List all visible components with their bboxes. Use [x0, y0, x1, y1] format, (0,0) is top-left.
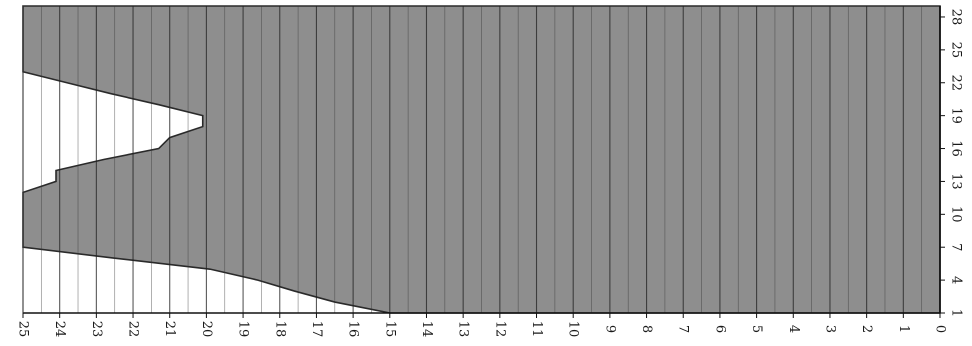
value-tick-label: 16: [346, 321, 361, 338]
value-tick-label: 9: [602, 325, 617, 333]
gridlines: [22, 6, 941, 313]
value-tick-label: 14: [419, 321, 434, 338]
category-tick-label: 13: [949, 173, 964, 190]
value-tick-label: 1: [896, 325, 911, 333]
category-tick-label: 16: [949, 140, 964, 157]
value-tick-label: 15: [382, 321, 397, 338]
value-tick-label: 24: [52, 321, 67, 338]
category-tick-label: 7: [949, 243, 964, 251]
value-tick-label: 3: [822, 325, 837, 333]
value-tick-label: 25: [16, 321, 31, 338]
category-tick-label: 22: [949, 74, 964, 91]
category-tick-label: 25: [949, 42, 964, 59]
category-tick-label: 10: [949, 206, 964, 223]
value-tick-label: 22: [126, 321, 141, 338]
value-tick-label: 18: [272, 321, 287, 338]
value-tick-label: 11: [529, 321, 544, 338]
value-tick-label: 4: [786, 325, 801, 333]
value-tick-label: 2: [859, 325, 874, 333]
value-tick-label: 19: [236, 321, 251, 338]
value-tick-label: 17: [309, 321, 324, 338]
value-tick-label: 8: [639, 325, 654, 333]
value-tick-label: 13: [456, 321, 471, 338]
value-tick-label: 0: [933, 325, 948, 333]
value-tick-label: 5: [749, 325, 764, 333]
value-tick-label: 21: [162, 321, 177, 338]
category-tick-label: 19: [949, 107, 964, 124]
value-tick-label: 23: [89, 321, 104, 338]
axes: [22, 6, 941, 314]
value-tick-label: 6: [712, 325, 727, 333]
category-tick-label: 4: [949, 276, 964, 284]
value-tick-label: 7: [676, 325, 691, 333]
tick-labels: 0123456789101112131415161718192021222324…: [16, 9, 964, 338]
category-tick-label: 1: [949, 309, 964, 317]
category-tick-label: 28: [949, 9, 964, 26]
value-tick-label: 20: [199, 321, 214, 338]
value-tick-label: 12: [492, 321, 507, 338]
value-tick-label: 10: [566, 321, 581, 338]
